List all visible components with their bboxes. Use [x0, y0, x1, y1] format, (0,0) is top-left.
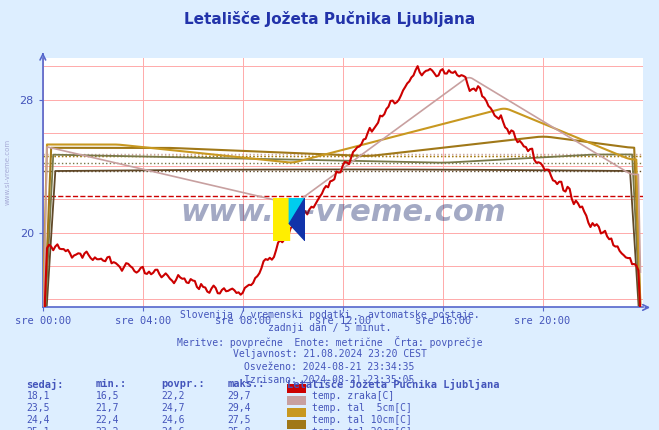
Text: temp. tal 10cm[C]: temp. tal 10cm[C] — [312, 415, 412, 425]
Text: 24,6: 24,6 — [161, 427, 185, 430]
Text: 29,4: 29,4 — [227, 403, 251, 413]
Text: 18,1: 18,1 — [26, 391, 50, 401]
Polygon shape — [289, 198, 305, 241]
Text: 16,5: 16,5 — [96, 391, 119, 401]
Polygon shape — [289, 198, 305, 224]
Text: 24,6: 24,6 — [161, 415, 185, 425]
Text: temp. tal 20cm[C]: temp. tal 20cm[C] — [312, 427, 412, 430]
Text: Slovenija / vremenski podatki - avtomatske postaje.: Slovenija / vremenski podatki - avtomats… — [180, 310, 479, 320]
Text: 24,7: 24,7 — [161, 403, 185, 413]
Text: povpr.:: povpr.: — [161, 379, 205, 389]
Text: temp. zraka[C]: temp. zraka[C] — [312, 391, 394, 401]
Text: Meritve: povprečne  Enote: metrične  Črta: povprečje: Meritve: povprečne Enote: metrične Črta:… — [177, 336, 482, 348]
Text: Letališče Jožeta Pučnika Ljubljana: Letališče Jožeta Pučnika Ljubljana — [184, 11, 475, 27]
Text: 21,7: 21,7 — [96, 403, 119, 413]
Text: zadnji dan / 5 minut.: zadnji dan / 5 minut. — [268, 323, 391, 333]
Text: www.si-vreme.com: www.si-vreme.com — [180, 198, 505, 227]
Text: 25,8: 25,8 — [227, 427, 251, 430]
Text: 27,5: 27,5 — [227, 415, 251, 425]
Text: 25,1: 25,1 — [26, 427, 50, 430]
Bar — [273, 198, 289, 241]
Text: 29,7: 29,7 — [227, 391, 251, 401]
Text: min.:: min.: — [96, 379, 127, 389]
Text: 24,4: 24,4 — [26, 415, 50, 425]
Text: www.si-vreme.com: www.si-vreme.com — [5, 139, 11, 205]
Text: temp. tal  5cm[C]: temp. tal 5cm[C] — [312, 403, 412, 413]
Text: Osveženo: 2024-08-21 23:34:35: Osveženo: 2024-08-21 23:34:35 — [244, 362, 415, 372]
Text: Letališče Jožeta Pučnika Ljubljana: Letališče Jožeta Pučnika Ljubljana — [287, 379, 499, 390]
Text: Izrisano: 2024-08-21 23:35:05: Izrisano: 2024-08-21 23:35:05 — [244, 375, 415, 385]
Text: 23,5: 23,5 — [26, 403, 50, 413]
Text: maks.:: maks.: — [227, 379, 265, 389]
Text: sedaj:: sedaj: — [26, 379, 64, 390]
Text: 22,2: 22,2 — [161, 391, 185, 401]
Text: 23,2: 23,2 — [96, 427, 119, 430]
Text: 22,4: 22,4 — [96, 415, 119, 425]
Text: Veljavnost: 21.08.2024 23:20 CEST: Veljavnost: 21.08.2024 23:20 CEST — [233, 349, 426, 359]
